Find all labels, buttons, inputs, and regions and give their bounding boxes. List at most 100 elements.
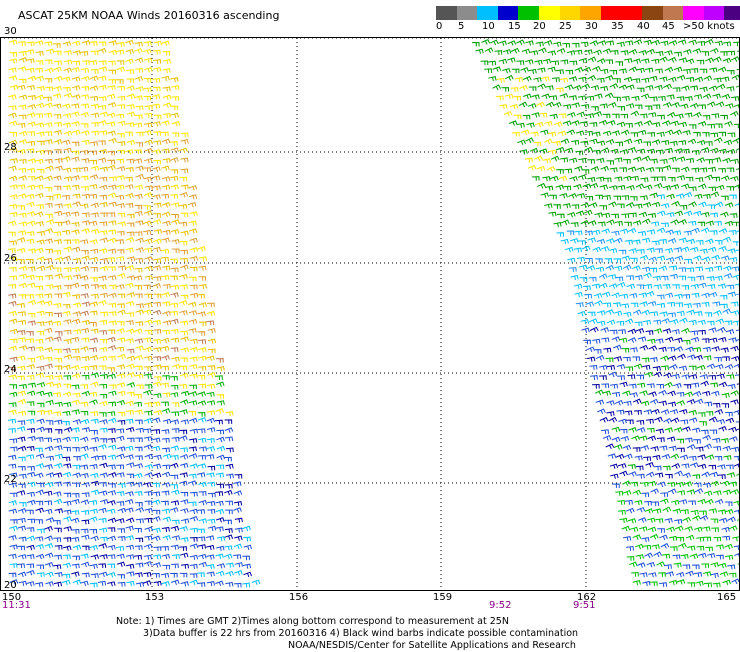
- wind-barb: [17, 304, 25, 308]
- wind-barb: [18, 231, 26, 236]
- wind-barb: [71, 338, 79, 343]
- wind-barb: [565, 85, 573, 90]
- wind-barb: [45, 364, 53, 369]
- wind-barb: [703, 94, 711, 99]
- wind-barb: [675, 149, 683, 154]
- wind-barb: [729, 338, 737, 343]
- wind-barb: [207, 428, 215, 433]
- wind-barb: [563, 186, 570, 190]
- wind-barb: [497, 78, 505, 82]
- wind-barb: [27, 419, 35, 423]
- wind-barb: [135, 96, 143, 101]
- wind-barb: [234, 491, 242, 496]
- wind-barb: [544, 41, 552, 46]
- wind-barb: [659, 266, 667, 271]
- wind-barb: [199, 562, 207, 567]
- wind-barb: [643, 545, 651, 549]
- wind-barb: [136, 106, 143, 110]
- wind-barb: [143, 221, 151, 226]
- wind-barb: [162, 472, 170, 477]
- wind-barb: [684, 193, 692, 198]
- wind-barb: [26, 510, 33, 514]
- wind-barb: [622, 256, 630, 261]
- wind-barb: [181, 538, 189, 542]
- wind-barb: [611, 149, 619, 154]
- wind-barb: [144, 403, 152, 408]
- wind-barb: [9, 403, 16, 407]
- wind-barb: [62, 140, 70, 145]
- wind-barb: [152, 167, 160, 172]
- wind-barb: [682, 286, 689, 290]
- wind-barb: [45, 159, 53, 163]
- wind-barb: [669, 446, 677, 451]
- wind-barb: [541, 77, 549, 82]
- wind-barb: [702, 527, 710, 532]
- wind-barb: [45, 166, 53, 171]
- wind-barb: [641, 94, 649, 99]
- wind-barb: [642, 156, 650, 161]
- wind-barb: [8, 419, 16, 423]
- wind-barb: [634, 139, 642, 144]
- wind-barb: [697, 42, 704, 46]
- wind-barb: [171, 564, 178, 568]
- wind-barb: [109, 385, 116, 389]
- wind-barb: [730, 112, 738, 117]
- wind-barb: [26, 564, 33, 568]
- wind-barb: [657, 132, 665, 137]
- wind-barb: [153, 87, 160, 91]
- wind-barb: [597, 409, 605, 414]
- wind-barb: [189, 195, 197, 200]
- wind-barb: [198, 555, 206, 560]
- wind-barb: [63, 293, 71, 298]
- wind-barb: [136, 385, 143, 389]
- wind-barb: [548, 212, 556, 216]
- wind-barb: [154, 115, 161, 119]
- wind-barb: [645, 68, 653, 73]
- wind-barb: [127, 276, 135, 281]
- wind-barb: [72, 319, 80, 324]
- wind-barb: [35, 248, 43, 253]
- wind-barb: [162, 528, 170, 532]
- wind-barb: [181, 213, 188, 217]
- wind-barb: [714, 358, 721, 362]
- wind-barb: [107, 122, 115, 127]
- wind-barb: [126, 411, 134, 415]
- wind-barb: [234, 536, 242, 541]
- wind-barb: [18, 312, 25, 316]
- wind-barb: [90, 249, 98, 253]
- wind-barb: [64, 493, 71, 497]
- wind-barb: [710, 472, 718, 477]
- wind-barb: [648, 527, 656, 532]
- wind-barb: [651, 502, 658, 506]
- wind-barb: [622, 526, 630, 531]
- wind-barb: [594, 112, 602, 117]
- wind-barb: [63, 457, 70, 461]
- map-frame: [1, 38, 740, 591]
- wind-barb: [90, 278, 97, 282]
- wind-barb: [26, 295, 33, 299]
- wind-barb: [536, 42, 544, 46]
- wind-barb: [144, 123, 152, 127]
- wind-barb: [545, 186, 553, 191]
- wind-barb: [170, 158, 178, 163]
- wind-barb: [117, 167, 125, 172]
- wind-barb: [36, 373, 44, 378]
- wind-barb: [523, 94, 531, 99]
- wind-barb: [108, 445, 116, 450]
- wind-barb: [54, 240, 62, 245]
- wind-barb: [623, 491, 631, 496]
- wind-barb: [99, 356, 107, 361]
- wind-barb: [571, 223, 578, 227]
- wind-barb: [705, 313, 712, 317]
- wind-barb: [597, 321, 605, 326]
- wind-barb: [36, 132, 44, 137]
- wind-barb: [143, 338, 151, 342]
- wind-barb: [36, 222, 44, 227]
- wind-barb: [596, 267, 604, 272]
- wind-barb: [80, 167, 88, 172]
- wind-barb: [692, 475, 699, 479]
- wind-barb: [583, 67, 591, 72]
- wind-barb: [62, 580, 70, 585]
- wind-barb: [46, 285, 54, 289]
- wind-barb: [681, 247, 689, 252]
